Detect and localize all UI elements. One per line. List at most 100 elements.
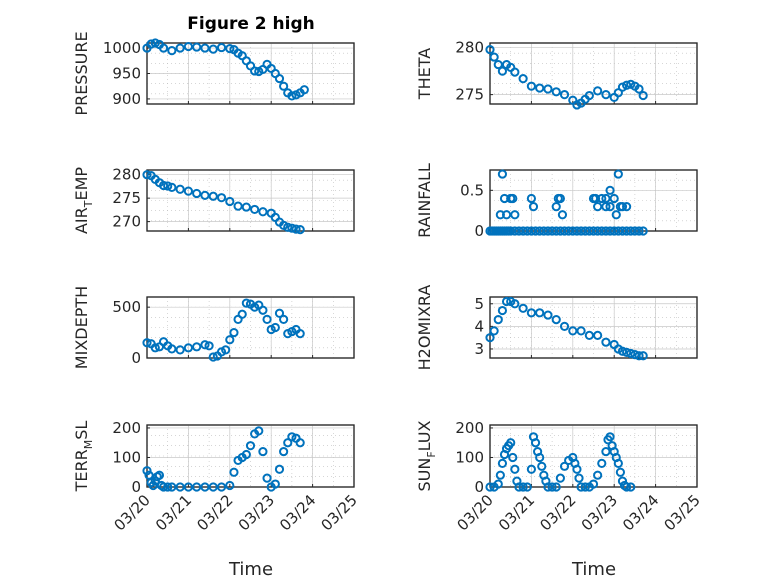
terrmsl-y-tick-label: 0	[131, 478, 141, 496]
h2omixra-data-point	[617, 346, 628, 356]
terrmsl-x-tick-label: 03/25	[318, 491, 361, 534]
terrmsl-data-point	[274, 464, 285, 474]
rainfall-data-point	[626, 226, 636, 236]
mixdepth-data-point	[258, 305, 268, 315]
terrmsl-x-tick-label: 03/21	[152, 491, 195, 534]
panel-mixdepth: 0 500 MIXDEPTH	[72, 286, 355, 369]
rainfall-data-point	[530, 226, 541, 236]
airtemp-data-point	[283, 222, 293, 232]
rainfall-data-point	[572, 226, 582, 236]
mixdepth-data-point	[241, 298, 251, 308]
airtemp-data-point	[163, 181, 173, 191]
terrmsl-data-point	[148, 480, 158, 491]
terrmsl-y-tick-label: 100	[112, 448, 141, 466]
h2omixra-data-point	[576, 326, 586, 336]
terrmsl-axes-frame	[146, 424, 355, 488]
sunflux-data-point	[601, 446, 611, 457]
rainfall-data-point	[622, 226, 632, 236]
terrmsl-data-point	[183, 482, 193, 492]
airtemp-data-point	[295, 224, 305, 235]
airtemp-data-point	[167, 182, 177, 192]
terrmsl-data-point	[258, 446, 268, 457]
pressure-axes-frame	[146, 42, 355, 105]
h2omixra-data-point	[568, 326, 578, 336]
rainfall-data-point	[555, 226, 565, 236]
rainfall-data-point	[593, 226, 603, 236]
h2omixra-data-point	[551, 314, 561, 325]
theta-data-point	[613, 88, 623, 98]
sunflux-y-axis-label: SUNFLUX	[415, 420, 438, 491]
sunflux-y-tick-label: 0	[474, 478, 484, 496]
rainfall-data-point	[518, 226, 528, 236]
x-axis-label-right: Time	[571, 559, 616, 580]
airtemp-data-point	[216, 193, 227, 203]
pressure-data-point	[274, 73, 285, 84]
rainfall-data-point	[597, 226, 607, 236]
rainfall-data-point	[528, 202, 539, 212]
pressure-data-point	[299, 85, 309, 95]
mixdepth-data-point	[150, 343, 160, 353]
sunflux-y-tick-label: 200	[455, 419, 484, 437]
sunflux-x-tick-label: 03/22	[536, 491, 579, 534]
sunflux-data-point	[547, 482, 557, 492]
rainfall-data-point	[613, 226, 623, 236]
airtemp-data-point	[183, 186, 193, 196]
airtemp-data-point	[241, 202, 251, 212]
theta-data-point	[493, 59, 503, 70]
pressure-data-point	[279, 81, 289, 91]
terrmsl-x-tick-label: 03/23	[235, 491, 278, 534]
panel-h2omixra: 3 4 5 H2OMIXRA	[415, 285, 698, 370]
pressure-data-point	[167, 46, 177, 56]
pressure-data-point	[208, 44, 218, 54]
theta-data-point	[485, 44, 495, 55]
sunflux-data-point	[495, 470, 505, 480]
sunflux-data-point	[559, 461, 570, 471]
h2omixra-axes-frame	[489, 296, 698, 359]
rainfall-data-point	[580, 226, 590, 236]
pressure-y-tick-label: 900	[112, 90, 141, 108]
terrmsl-data-point	[245, 441, 256, 451]
rainfall-data-point	[622, 202, 632, 212]
pressure-y-tick-label: 950	[112, 65, 141, 83]
rainfall-data-point	[634, 226, 644, 236]
pressure-data-point	[146, 39, 156, 49]
sunflux-data-point	[535, 452, 545, 463]
rainfall-y-tick-label: 0.5	[460, 181, 484, 199]
panel-airtemp: 270 275 280 AIRTEMP	[72, 166, 355, 235]
theta-data-point	[601, 90, 611, 100]
sunflux-x-tick-label: 03/21	[495, 491, 538, 534]
airtemp-data-point	[291, 224, 301, 234]
theta-data-point	[518, 74, 528, 84]
mixdepth-data-point	[175, 345, 185, 355]
h2omixra-data-point	[526, 308, 537, 318]
sunflux-data-point	[576, 482, 586, 492]
h2omixra-data-point	[601, 337, 611, 347]
mixdepth-data-point	[229, 327, 239, 338]
pressure-data-point	[150, 38, 160, 48]
rainfall-data-point	[551, 226, 561, 236]
figure-title: Figure 2 high	[187, 14, 315, 34]
mixdepth-data-point	[279, 314, 289, 324]
sunflux-data-point	[613, 458, 623, 468]
pressure-data-point	[200, 43, 210, 53]
rainfall-data-point	[601, 193, 611, 204]
h2omixra-data-point	[493, 314, 503, 325]
mixdepth-data-point	[274, 308, 285, 318]
sunflux-data-point	[593, 470, 603, 480]
theta-data-point	[535, 83, 545, 93]
theta-data-point	[593, 86, 603, 96]
theta-data-point	[489, 52, 499, 62]
theta-data-point	[543, 84, 553, 94]
airtemp-data-point	[233, 201, 243, 211]
panel-pressure: 900 950 1000 PRESSURE	[72, 31, 355, 116]
rainfall-data-point	[514, 226, 524, 236]
terrmsl-x-tick-label: 03/22	[193, 491, 236, 534]
rainfall-data-point	[526, 193, 537, 204]
rainfall-data-point	[508, 193, 518, 204]
theta-data-point	[551, 87, 561, 97]
theta-data-point	[510, 67, 520, 77]
terrmsl-data-point	[270, 479, 280, 489]
terrmsl-y-tick-label: 200	[112, 419, 141, 437]
panel-theta: 275 280 THETA	[415, 39, 698, 110]
